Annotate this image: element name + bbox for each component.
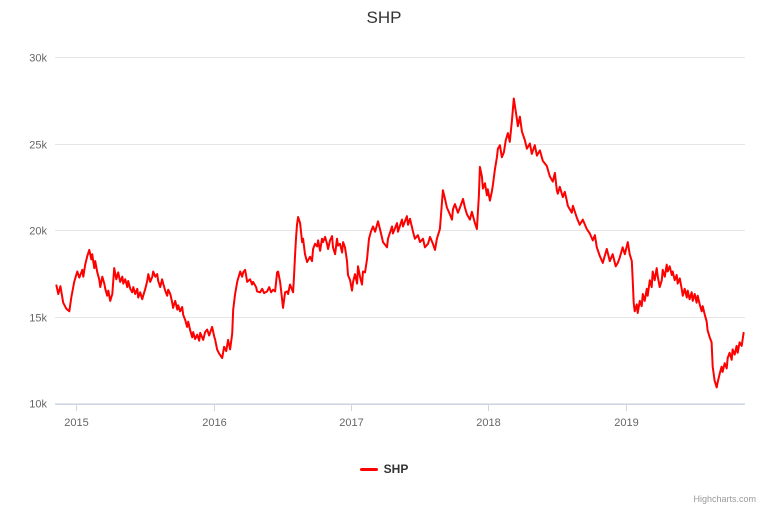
y-axis-label: 20k (29, 226, 47, 238)
legend-line-icon (359, 467, 378, 471)
x-axis-label: 2016 (202, 417, 226, 429)
x-axis-label: 2018 (476, 417, 500, 429)
y-axis-label: 10k (29, 399, 47, 411)
series-line-shp[interactable] (55, 97, 745, 389)
y-axis-label: 30k (29, 53, 47, 65)
legend-label: SHP (383, 462, 409, 476)
chart-title: SHP (366, 8, 402, 27)
x-axis-label: 2019 (614, 417, 638, 429)
legend-item-shp[interactable]: SHP (359, 462, 409, 476)
y-axis-label: 25k (29, 140, 47, 152)
x-axis-label: 2017 (339, 417, 363, 429)
highcharts-credits-link[interactable]: Highcharts.com (693, 494, 756, 504)
legend: SHP (0, 462, 768, 476)
y-axis-label: 15k (29, 313, 47, 325)
x-axis-label: 2015 (64, 417, 88, 429)
